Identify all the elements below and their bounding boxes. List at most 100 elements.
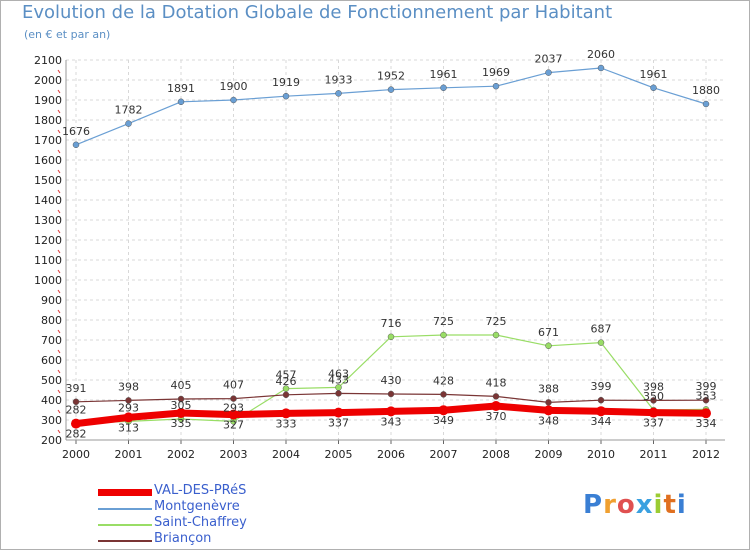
y-tick-label: 1000 (34, 274, 62, 287)
data-label: 282 (66, 404, 87, 417)
data-point (281, 408, 291, 419)
x-tick-label: 2010 (587, 448, 615, 461)
data-label: 1969 (482, 66, 510, 79)
legend-label: VAL-DES-PRéS (154, 483, 247, 498)
y-tick-label: 1300 (34, 214, 62, 227)
y-tick-label: 1600 (34, 154, 62, 167)
data-point (440, 84, 447, 92)
data-point (440, 331, 447, 339)
data-point (650, 397, 657, 404)
data-label: 293 (118, 401, 139, 414)
data-point (545, 342, 552, 350)
data-label: 1880 (692, 84, 720, 97)
data-label: 407 (223, 379, 244, 392)
data-point (230, 395, 237, 402)
data-point (335, 390, 342, 397)
y-axis-mark (57, 269, 61, 274)
y-axis-mark (57, 149, 61, 154)
data-label: 725 (433, 315, 454, 328)
y-tick-label: 500 (41, 374, 62, 387)
y-tick-label: 1500 (34, 174, 62, 187)
data-point (545, 399, 552, 406)
y-axis-mark (57, 189, 61, 194)
logo-letter: i (676, 490, 687, 520)
data-point (701, 408, 711, 419)
data-label: 305 (171, 399, 192, 412)
y-tick-label: 1700 (34, 134, 62, 147)
data-point (72, 398, 80, 406)
data-label: 282 (66, 428, 87, 441)
data-label: 349 (433, 414, 454, 427)
data-point (545, 69, 552, 76)
data-label: 457 (276, 369, 297, 382)
legend-swatch (98, 508, 152, 510)
logo-letter: t (663, 490, 677, 520)
y-axis-mark (57, 209, 61, 214)
data-label: 1961 (640, 68, 668, 81)
data-point (228, 409, 239, 420)
data-label: 399 (591, 380, 612, 393)
data-point (543, 405, 554, 416)
y-tick-label: 200 (41, 434, 62, 447)
data-label: 418 (486, 376, 507, 389)
data-label: 333 (276, 417, 297, 430)
data-point (386, 406, 396, 417)
data-point (282, 92, 290, 100)
legend-swatch (98, 540, 152, 542)
x-tick-label: 2003 (220, 448, 248, 461)
y-axis-mark (57, 89, 61, 94)
data-point (702, 100, 710, 108)
data-point (702, 396, 710, 404)
y-axis-mark (57, 169, 61, 174)
data-label: 353 (696, 389, 717, 402)
data-label: 463 (328, 367, 349, 380)
data-point (72, 141, 80, 149)
y-axis-mark (57, 409, 61, 414)
data-point (123, 412, 134, 423)
data-label: 399 (696, 380, 717, 393)
data-label: 350 (643, 390, 664, 403)
y-tick-label: 2000 (34, 74, 62, 87)
y-tick-label: 1800 (34, 114, 62, 127)
data-label: 313 (118, 421, 139, 434)
data-label: 1782 (115, 104, 143, 117)
y-axis-mark (57, 389, 61, 394)
data-label: 1952 (377, 70, 405, 83)
data-label: 337 (643, 417, 664, 430)
data-label: 343 (381, 415, 402, 428)
data-label: 430 (381, 374, 402, 387)
y-tick-label: 800 (41, 314, 62, 327)
y-tick-label: 2100 (34, 54, 62, 67)
data-point (491, 401, 501, 411)
data-label: 293 (223, 401, 244, 414)
data-point (597, 396, 605, 404)
y-tick-label: 300 (41, 414, 62, 427)
data-label: 334 (696, 417, 717, 430)
data-label: 398 (643, 380, 664, 393)
data-label: 370 (486, 410, 507, 423)
logo-letter: r (603, 490, 617, 520)
data-point (125, 120, 132, 127)
y-axis-mark (57, 249, 61, 254)
data-label: 327 (223, 419, 244, 432)
logo-letter: x (635, 490, 654, 520)
data-label: 2060 (587, 48, 615, 61)
data-label: 398 (118, 380, 139, 393)
data-label: 405 (171, 379, 192, 392)
data-point (176, 408, 186, 418)
x-tick-label: 2006 (377, 448, 405, 461)
y-axis-mark (57, 69, 61, 74)
data-label: 335 (171, 417, 192, 430)
data-point (492, 82, 500, 90)
x-tick-label: 2005 (325, 448, 353, 461)
data-label: 1891 (167, 82, 195, 95)
x-tick-label: 2001 (115, 448, 143, 461)
legend-label: Briançon (154, 531, 212, 546)
data-label: 725 (486, 315, 507, 328)
data-point (438, 405, 449, 416)
x-tick-label: 2012 (692, 448, 720, 461)
data-point (440, 391, 447, 398)
x-tick-label: 2007 (430, 448, 458, 461)
legend-label: Montgenèvre (154, 499, 240, 514)
